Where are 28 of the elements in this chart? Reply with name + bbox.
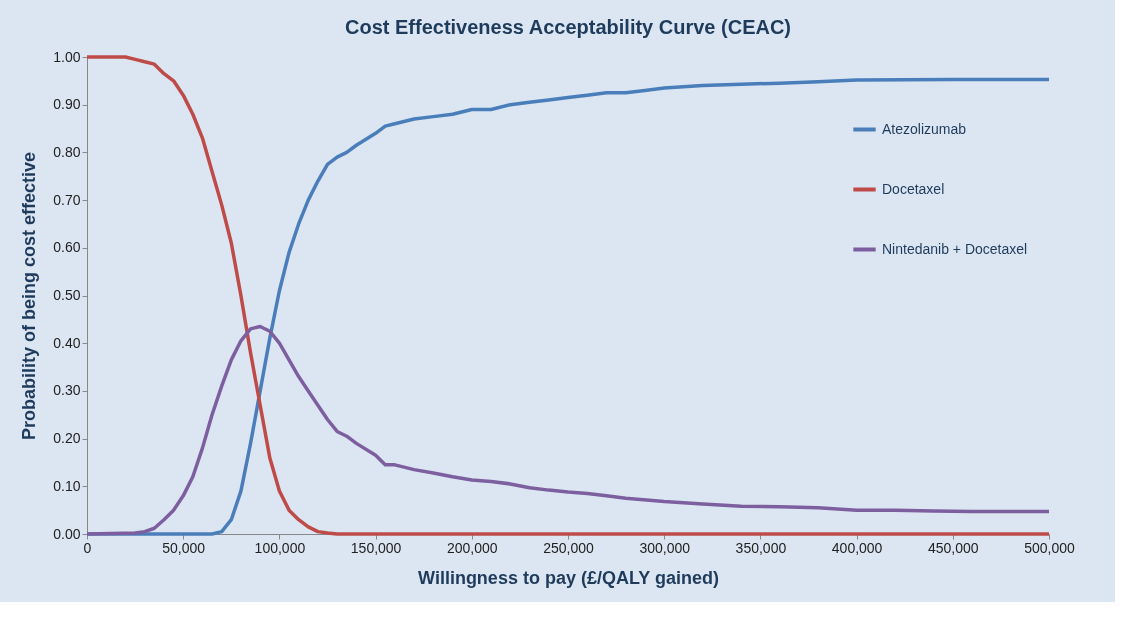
x-tick-label: 0	[83, 539, 92, 556]
legend-label: Atezolizumab	[882, 120, 967, 137]
y-tick-label: 0.80	[53, 143, 81, 160]
y-tick-label: 0.60	[53, 239, 81, 256]
y-tick-label: 0.50	[53, 287, 81, 303]
x-tick-label: 300,000	[639, 539, 691, 556]
y-tick-label: 0.70	[53, 191, 81, 208]
y-axis-title: Probability of being cost effective	[19, 151, 40, 441]
y-tick-label: 0.00	[53, 525, 81, 542]
x-tick-label: 250,000	[543, 539, 595, 556]
legend-label: Docetaxel	[882, 180, 945, 197]
y-tick-label: 0.20	[53, 430, 81, 447]
x-tick-label: 500,000	[1024, 539, 1076, 556]
x-tick-label: 50,000	[162, 539, 206, 556]
chart-title: Cost Effectiveness Acceptability Curve (CEAC)	[344, 16, 792, 38]
y-tick-label: 0.40	[53, 334, 81, 351]
x-tick-label: 450,000	[928, 539, 979, 556]
y-tick-label: 0.90	[53, 96, 81, 113]
y-tick-label: 0.30	[53, 382, 81, 399]
x-tick-label: 100,000	[254, 539, 306, 556]
x-tick-label: 400,000	[831, 539, 883, 556]
x-axis-title: Willingness to pay (£/QALY gained)	[418, 567, 719, 588]
x-tick-label: 200,000	[447, 539, 498, 556]
x-tick-label: 150,000	[350, 539, 402, 556]
y-tick-label: 0.10	[53, 477, 81, 494]
legend-label: Nintedanib + Docetaxel	[882, 240, 1028, 257]
x-tick-label: 350,000	[735, 539, 787, 556]
y-tick-label: 1.00	[53, 48, 81, 65]
